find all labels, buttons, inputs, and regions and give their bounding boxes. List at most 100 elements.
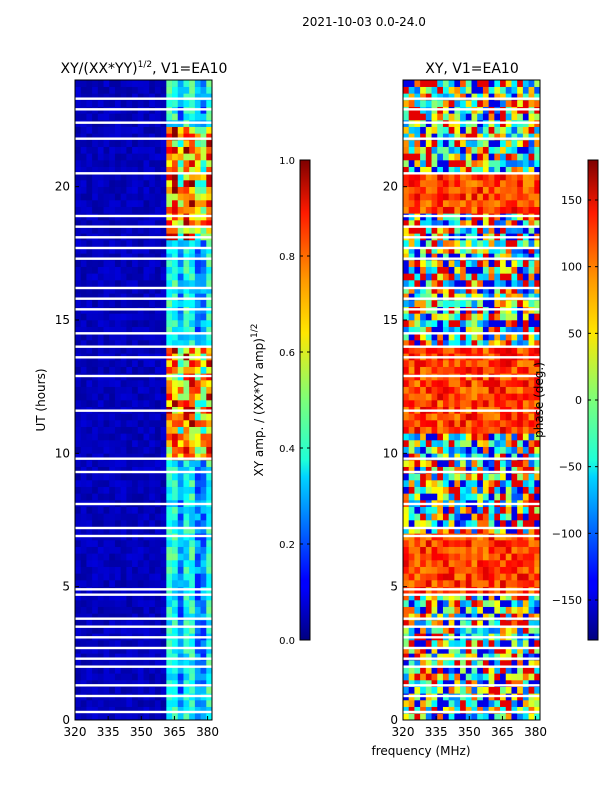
phase-heatmap-cell xyxy=(465,620,472,627)
phase-heatmap-cell xyxy=(425,326,432,334)
phase-heatmap-cell xyxy=(488,526,495,534)
amp-heatmap-cell xyxy=(149,480,156,487)
amp-heatmap-cell xyxy=(206,246,213,254)
amp-heatmap-cell xyxy=(92,553,99,561)
phase-heatmap-cell xyxy=(534,246,541,254)
amp-heatmap-cell xyxy=(103,193,110,201)
amp-heatmap-cell xyxy=(126,113,133,121)
amp-heatmap-cell xyxy=(189,686,196,694)
amp-heatmap-cell xyxy=(109,700,116,707)
amp-heatmap-cell xyxy=(97,86,104,94)
amp-heatmap-cell xyxy=(114,420,121,427)
phase-heatmap-cell xyxy=(488,580,495,587)
phase-heatmap-cell xyxy=(534,226,541,234)
amp-heatmap-cell xyxy=(103,386,110,394)
phase-heatmap-cell xyxy=(414,100,421,107)
amp-heatmap-cell xyxy=(177,540,184,547)
amp-flagged-gap xyxy=(75,332,212,335)
amp-heatmap-cell xyxy=(103,333,110,341)
phase-heatmap-cell xyxy=(437,146,444,154)
phase-heatmap-cell xyxy=(500,580,507,587)
amp-heatmap-cell xyxy=(75,160,82,167)
phase-heatmap-cell xyxy=(437,346,444,354)
phase-heatmap-cell xyxy=(431,620,438,627)
amp-heatmap-cell xyxy=(172,553,179,561)
amp-heatmap-cell xyxy=(97,160,104,167)
phase-heatmap-cell xyxy=(437,300,444,307)
amp-heatmap-cell xyxy=(126,460,133,467)
amp-heatmap-cell xyxy=(154,713,161,721)
amp-heatmap-cell xyxy=(137,426,144,434)
amp-x-tick-label: 365 xyxy=(163,725,186,739)
phase-colorbar-tick-label: 150 xyxy=(561,194,582,207)
phase-heatmap-cell xyxy=(425,660,432,667)
phase-heatmap-cell xyxy=(517,366,524,374)
phase-heatmap-cell xyxy=(403,273,410,281)
amp-heatmap-cell xyxy=(194,560,201,567)
phase-heatmap-cell xyxy=(442,126,449,134)
phase-heatmap-cell xyxy=(517,180,524,187)
amp-panel-title: XY/(XX*YY)1/2, V1=EA10 xyxy=(61,60,228,77)
amp-heatmap-cell xyxy=(109,240,116,247)
amp-heatmap-cell xyxy=(183,666,190,674)
amp-heatmap-cell xyxy=(206,100,213,107)
amp-heatmap-cell xyxy=(109,426,116,434)
amp-heatmap-cell xyxy=(160,380,167,387)
amp-heatmap-cell xyxy=(97,660,104,667)
amp-heatmap-cell xyxy=(80,420,87,427)
amp-heatmap-cell xyxy=(114,673,121,681)
phase-heatmap-cell xyxy=(477,153,484,161)
phase-heatmap-cell xyxy=(420,453,427,461)
phase-heatmap-cell xyxy=(528,80,535,87)
phase-heatmap-cell xyxy=(517,80,524,87)
phase-heatmap-cell xyxy=(494,186,501,194)
amp-heatmap-cell xyxy=(160,593,167,601)
amp-heatmap-cell xyxy=(114,140,121,147)
amp-heatmap-cell xyxy=(103,153,110,161)
phase-heatmap-cell xyxy=(500,480,507,487)
phase-heatmap-cell xyxy=(442,593,449,601)
phase-heatmap-cell xyxy=(465,180,472,187)
phase-heatmap-cell xyxy=(454,313,461,321)
phase-heatmap-cell xyxy=(437,626,444,634)
phase-heatmap-cell xyxy=(471,546,478,554)
amp-heatmap-cell xyxy=(97,460,104,467)
phase-heatmap-cell xyxy=(471,460,478,467)
amp-heatmap-cell xyxy=(132,400,139,407)
amp-heatmap-cell xyxy=(86,153,93,161)
amp-heatmap-cell xyxy=(97,426,104,434)
phase-heatmap-cell xyxy=(442,553,449,561)
phase-heatmap-cell xyxy=(477,473,484,481)
phase-heatmap-cell xyxy=(500,660,507,667)
amp-heatmap-cell xyxy=(92,173,99,181)
phase-heatmap-cell xyxy=(420,166,427,174)
phase-heatmap-cell xyxy=(420,200,427,207)
amp-heatmap-cell xyxy=(109,260,116,267)
phase-heatmap-cell xyxy=(522,573,529,581)
amp-heatmap-cell xyxy=(80,486,87,494)
amp-heatmap-cell xyxy=(120,653,127,661)
amp-heatmap-cell xyxy=(206,566,213,574)
phase-heatmap-cell xyxy=(454,300,461,307)
amp-heatmap-cell xyxy=(200,253,207,261)
amp-heatmap-cell xyxy=(143,280,150,287)
amp-heatmap-cell xyxy=(132,280,139,287)
phase-heatmap-cell xyxy=(522,146,529,154)
amp-heatmap-cell xyxy=(189,253,196,261)
amp-heatmap-cell xyxy=(137,626,144,634)
amp-heatmap-cell xyxy=(194,513,201,521)
phase-heatmap-cell xyxy=(482,466,489,474)
phase-heatmap-cell xyxy=(500,280,507,287)
amp-heatmap-cell xyxy=(103,293,110,301)
amp-heatmap-cell xyxy=(120,200,127,207)
phase-heatmap-cell xyxy=(414,400,421,407)
phase-flagged-gap xyxy=(403,710,540,714)
amp-heatmap-cell xyxy=(166,626,173,634)
amp-heatmap-cell xyxy=(183,326,190,334)
phase-heatmap-cell xyxy=(414,573,421,581)
amp-heatmap-cell xyxy=(92,546,99,554)
amp-heatmap-cell xyxy=(75,700,82,707)
phase-heatmap-cell xyxy=(448,173,455,181)
phase-heatmap-cell xyxy=(522,293,529,301)
amp-heatmap-cell xyxy=(120,666,127,674)
